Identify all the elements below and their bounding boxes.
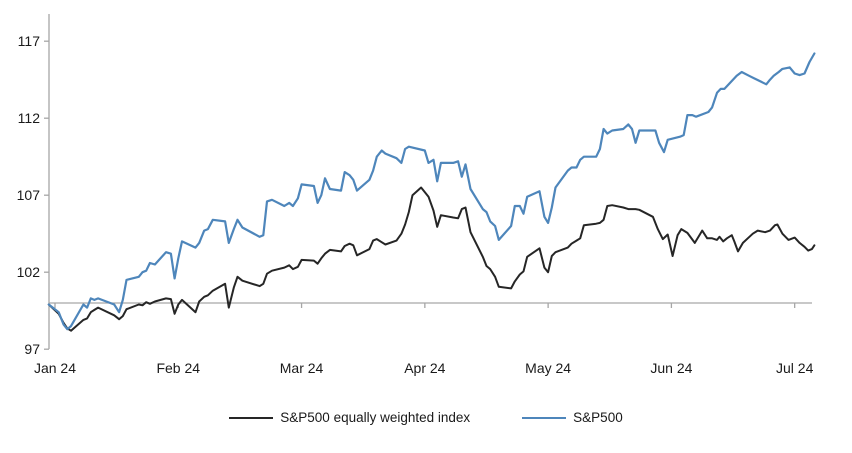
legend-item-equal-weight: S&P500 equally weighted index [229,410,470,425]
chart-legend: S&P500 equally weighted index S&P500 [0,410,852,425]
x-axis-tick-label: Mar 24 [280,360,324,376]
y-axis-tick-label: 102 [17,264,41,280]
equal-weight-series-line [47,186,816,332]
y-axis-tick-label: 107 [17,187,41,203]
y-axis-tick-label: 112 [18,110,41,126]
x-axis-tick-label: Jan 24 [34,360,76,376]
y-axis-tick-label: 97 [24,341,40,357]
x-axis-tick-label: Apr 24 [404,360,445,376]
legend-label-equal-weight: S&P500 equally weighted index [280,410,471,425]
legend-item-sp500: S&P500 [522,410,623,425]
equal-weight-line-swatch [229,416,274,419]
sp500-line-swatch [522,416,567,419]
legend-label-sp500: S&P500 [573,410,623,425]
x-axis-tick-label: Feb 24 [156,360,200,376]
y-axis-tick-label: 117 [18,33,41,49]
x-axis-tick-label: Jun 24 [650,360,692,376]
x-axis-tick-label: Jul 24 [776,360,814,376]
x-axis-tick-label: May 24 [525,360,571,376]
sp500-series-line [47,52,816,331]
